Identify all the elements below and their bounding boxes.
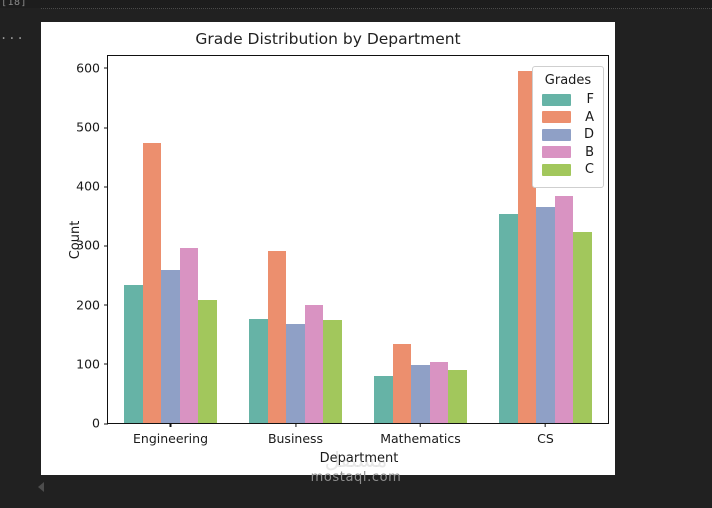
y-axis-tick-label: 300 [76, 238, 108, 253]
x-axis-tick: Mathematics [380, 423, 461, 446]
bar-engineering-a [142, 143, 162, 423]
bar-engineering-c [198, 299, 217, 423]
legend-label: B [585, 144, 594, 160]
bar-group [374, 56, 467, 423]
x-axis-tick-label: Engineering [133, 431, 208, 446]
bar-business-b [304, 305, 324, 423]
cell-ellipsis-label: ... [0, 28, 25, 42]
y-axis-tick-label: 100 [76, 356, 108, 371]
bar-mathematics-c [448, 370, 467, 423]
bar-mathematics-d [411, 365, 430, 423]
bar-engineering-d [161, 269, 180, 423]
bar-business-f [249, 318, 268, 423]
legend-label: C [584, 162, 594, 177]
x-axis-tick-mark [544, 423, 547, 427]
x-axis-label: Department [319, 451, 399, 466]
legend-title: Grades [544, 73, 592, 88]
bar-mathematics-f [374, 375, 393, 423]
x-axis-tick-mark [294, 423, 297, 427]
legend-swatch [542, 128, 571, 141]
x-axis-tick-mark [169, 423, 172, 427]
bar-cs-a [517, 70, 537, 423]
legend-label: F [586, 92, 594, 107]
bar-engineering-f [124, 285, 143, 423]
bar-engineering-b [179, 247, 199, 423]
x-axis-tick-mark [419, 423, 422, 427]
y-axis-tick-label: 200 [76, 297, 108, 312]
bar-cs-d [536, 206, 555, 423]
x-axis-tick-label: CS [537, 431, 554, 446]
notebook-cell-gutter: ... [0, 8, 41, 463]
legend-swatch [542, 163, 571, 176]
legend-swatch [542, 111, 571, 123]
legend-label: D [583, 127, 594, 142]
notebook-cell-topbar: [18] [0, 0, 712, 9]
bar-group [124, 56, 217, 423]
legend-entry-f: F [542, 92, 594, 107]
bar-mathematics-a [392, 344, 412, 423]
bar-cs-f [499, 214, 518, 423]
matplotlib-figure: Grade Distribution by Department Count 0… [41, 22, 615, 475]
chart-title: Grade Distribution by Department [195, 30, 461, 48]
y-axis-tick-label: 600 [76, 60, 108, 75]
plot-area [108, 56, 608, 423]
legend-entry-a: A [542, 110, 594, 125]
bar-cs-b [554, 196, 574, 423]
y-axis-tick-label: 500 [76, 120, 108, 135]
bar-business-c [323, 320, 342, 423]
bar-group [249, 56, 342, 423]
bar-mathematics-b [429, 362, 449, 423]
x-axis-tick-label: Mathematics [380, 431, 461, 446]
x-axis-tick: Engineering [133, 423, 208, 446]
bar-cs-c [573, 232, 592, 423]
bar-business-a [267, 250, 287, 423]
legend-entry-d: D [542, 127, 594, 142]
legend-entry-c: C [542, 162, 594, 177]
bar-group [499, 56, 592, 423]
x-axis-tick: CS [537, 423, 554, 446]
y-axis-tick-label: 0 [92, 416, 108, 431]
legend-swatch [542, 93, 571, 106]
x-axis-tick: Business [268, 423, 323, 446]
bar-business-d [286, 324, 305, 423]
legend-label: A [585, 109, 594, 125]
cell-execution-count: [18] [1, 0, 28, 8]
y-axis-tick-label: 400 [76, 179, 108, 194]
chart-axes: Count 0 100 200 300 400 500 600 Engineering Bus… [68, 55, 609, 466]
caret-left-icon[interactable] [38, 482, 44, 492]
legend-swatch [542, 146, 571, 158]
legend-entry-b: B [542, 145, 594, 160]
x-axis-tick-label: Business [267, 431, 324, 446]
